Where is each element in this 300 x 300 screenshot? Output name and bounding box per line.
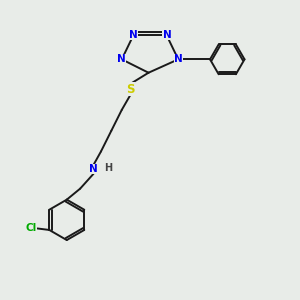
Text: H: H [104,163,112,173]
Text: Cl: Cl [25,224,37,233]
Text: N: N [175,54,183,64]
Text: N: N [129,30,137,40]
Text: N: N [117,54,125,64]
Text: S: S [126,82,135,96]
Text: N: N [163,30,171,40]
Text: N: N [89,164,98,174]
